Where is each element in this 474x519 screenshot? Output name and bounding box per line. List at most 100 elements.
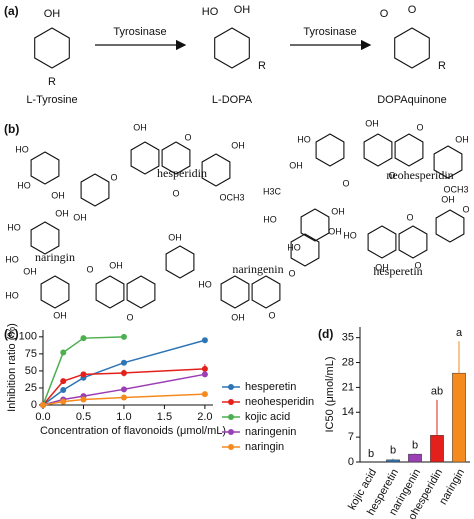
atom-label: HO <box>15 144 29 154</box>
y-tick-label: 100 <box>19 331 37 343</box>
legend-label: naringenin <box>245 426 296 438</box>
compound-name: naringenin <box>232 262 283 276</box>
atom-label: OCH3 <box>219 192 244 202</box>
marker <box>80 371 87 378</box>
marker <box>80 396 87 403</box>
atom-label: HO <box>5 290 19 300</box>
ring <box>30 151 60 185</box>
ring <box>290 233 320 267</box>
ring <box>126 275 156 309</box>
series-line <box>42 336 124 406</box>
atom-label: OH <box>51 190 65 200</box>
ring <box>394 133 424 167</box>
marker <box>60 387 67 393</box>
y-tick-label: 50 <box>25 365 37 377</box>
annotation: ab <box>431 386 443 398</box>
atom-label: OH <box>234 4 251 16</box>
ring <box>34 27 70 69</box>
atom-label: O <box>342 178 349 188</box>
ring <box>130 141 160 175</box>
atom-label: O <box>288 268 295 278</box>
marker <box>120 394 127 401</box>
ring <box>394 27 430 69</box>
atom-label: O <box>268 310 275 320</box>
panel-label: (b) <box>4 122 19 136</box>
bar <box>430 435 444 463</box>
enzyme: Tyrosinase <box>113 26 166 38</box>
atom-label: OH <box>73 212 87 222</box>
ring <box>30 221 60 255</box>
atom-label: HO <box>5 254 19 264</box>
marker <box>60 398 67 405</box>
atom-label: O <box>126 312 133 322</box>
compound-name: L-Tyrosine <box>26 94 77 106</box>
atom-label: HO <box>263 214 277 224</box>
marker <box>201 391 208 398</box>
annotation: a <box>456 327 463 339</box>
compound-name: hesperetin <box>373 264 422 278</box>
y-tick-label: 75 <box>25 348 37 360</box>
ring <box>201 153 231 187</box>
y-axis-label: IC50 (μmol/mL) <box>324 356 336 432</box>
y-tick-label: 0 <box>348 456 354 468</box>
legend-marker <box>228 399 234 405</box>
legend-label: kojic acid <box>245 411 290 423</box>
atom-label: OH <box>53 310 67 320</box>
legend-marker <box>228 444 234 450</box>
ring <box>300 208 330 242</box>
atom-label: HO <box>7 222 21 232</box>
compound-name: hesperidin <box>157 166 207 180</box>
ring <box>433 145 463 179</box>
marker <box>201 365 208 372</box>
atom-label: O <box>406 212 413 222</box>
x-tick-label: 0.0 <box>35 411 50 423</box>
ring <box>40 275 70 309</box>
legend-marker <box>228 384 234 390</box>
y-axis-label: Inhibition ratio (%) <box>6 323 18 412</box>
annotation: b <box>412 439 418 451</box>
bar <box>452 372 466 463</box>
atom-label: O <box>172 188 179 198</box>
atom-label: OH <box>455 134 469 144</box>
x-tick-label: 1.0 <box>116 411 131 423</box>
legend-marker <box>228 414 234 420</box>
atom-label: OH <box>168 232 182 242</box>
legend-label: naringin <box>245 441 284 453</box>
atom-label: OH <box>231 312 245 322</box>
atom-label: OH <box>44 8 61 20</box>
atom-label: O <box>388 170 395 180</box>
atom-label: OH <box>55 208 69 218</box>
atom-label: O <box>380 8 389 20</box>
x-tick-label: 0.5 <box>76 411 91 423</box>
atom-label: OH <box>365 118 379 128</box>
panel-label: (c) <box>4 327 19 341</box>
compound-name: neohesperidin <box>386 168 453 182</box>
panel-label: (d) <box>318 327 333 341</box>
atom-label: R <box>438 60 446 72</box>
ring <box>165 245 195 279</box>
x-tick-label: 1.5 <box>157 411 172 423</box>
compound-name: L-DOPA <box>212 94 253 106</box>
ring <box>161 141 191 175</box>
ring <box>363 133 393 167</box>
marker <box>60 349 67 356</box>
panel-label: (a) <box>4 4 19 18</box>
atom-label: HO <box>287 242 301 252</box>
atom-label: O <box>462 204 469 214</box>
marker <box>120 386 127 393</box>
annotation: b <box>390 445 396 457</box>
x-tick-label: 2.0 <box>197 411 212 423</box>
atom-label: R <box>48 76 56 88</box>
atom-label: O <box>416 122 423 132</box>
ring <box>398 225 428 259</box>
atom-label: OH <box>441 194 455 204</box>
atom-label: OH <box>289 160 303 170</box>
ring <box>367 225 397 259</box>
x-axis-label: Concentration of flavonoids (μmol/mL) <box>40 425 226 437</box>
atom-label: O <box>408 4 417 16</box>
atom-label: HO <box>297 134 311 144</box>
enzyme: Tyrosinase <box>303 26 356 38</box>
marker <box>40 402 46 408</box>
marker <box>80 335 87 342</box>
